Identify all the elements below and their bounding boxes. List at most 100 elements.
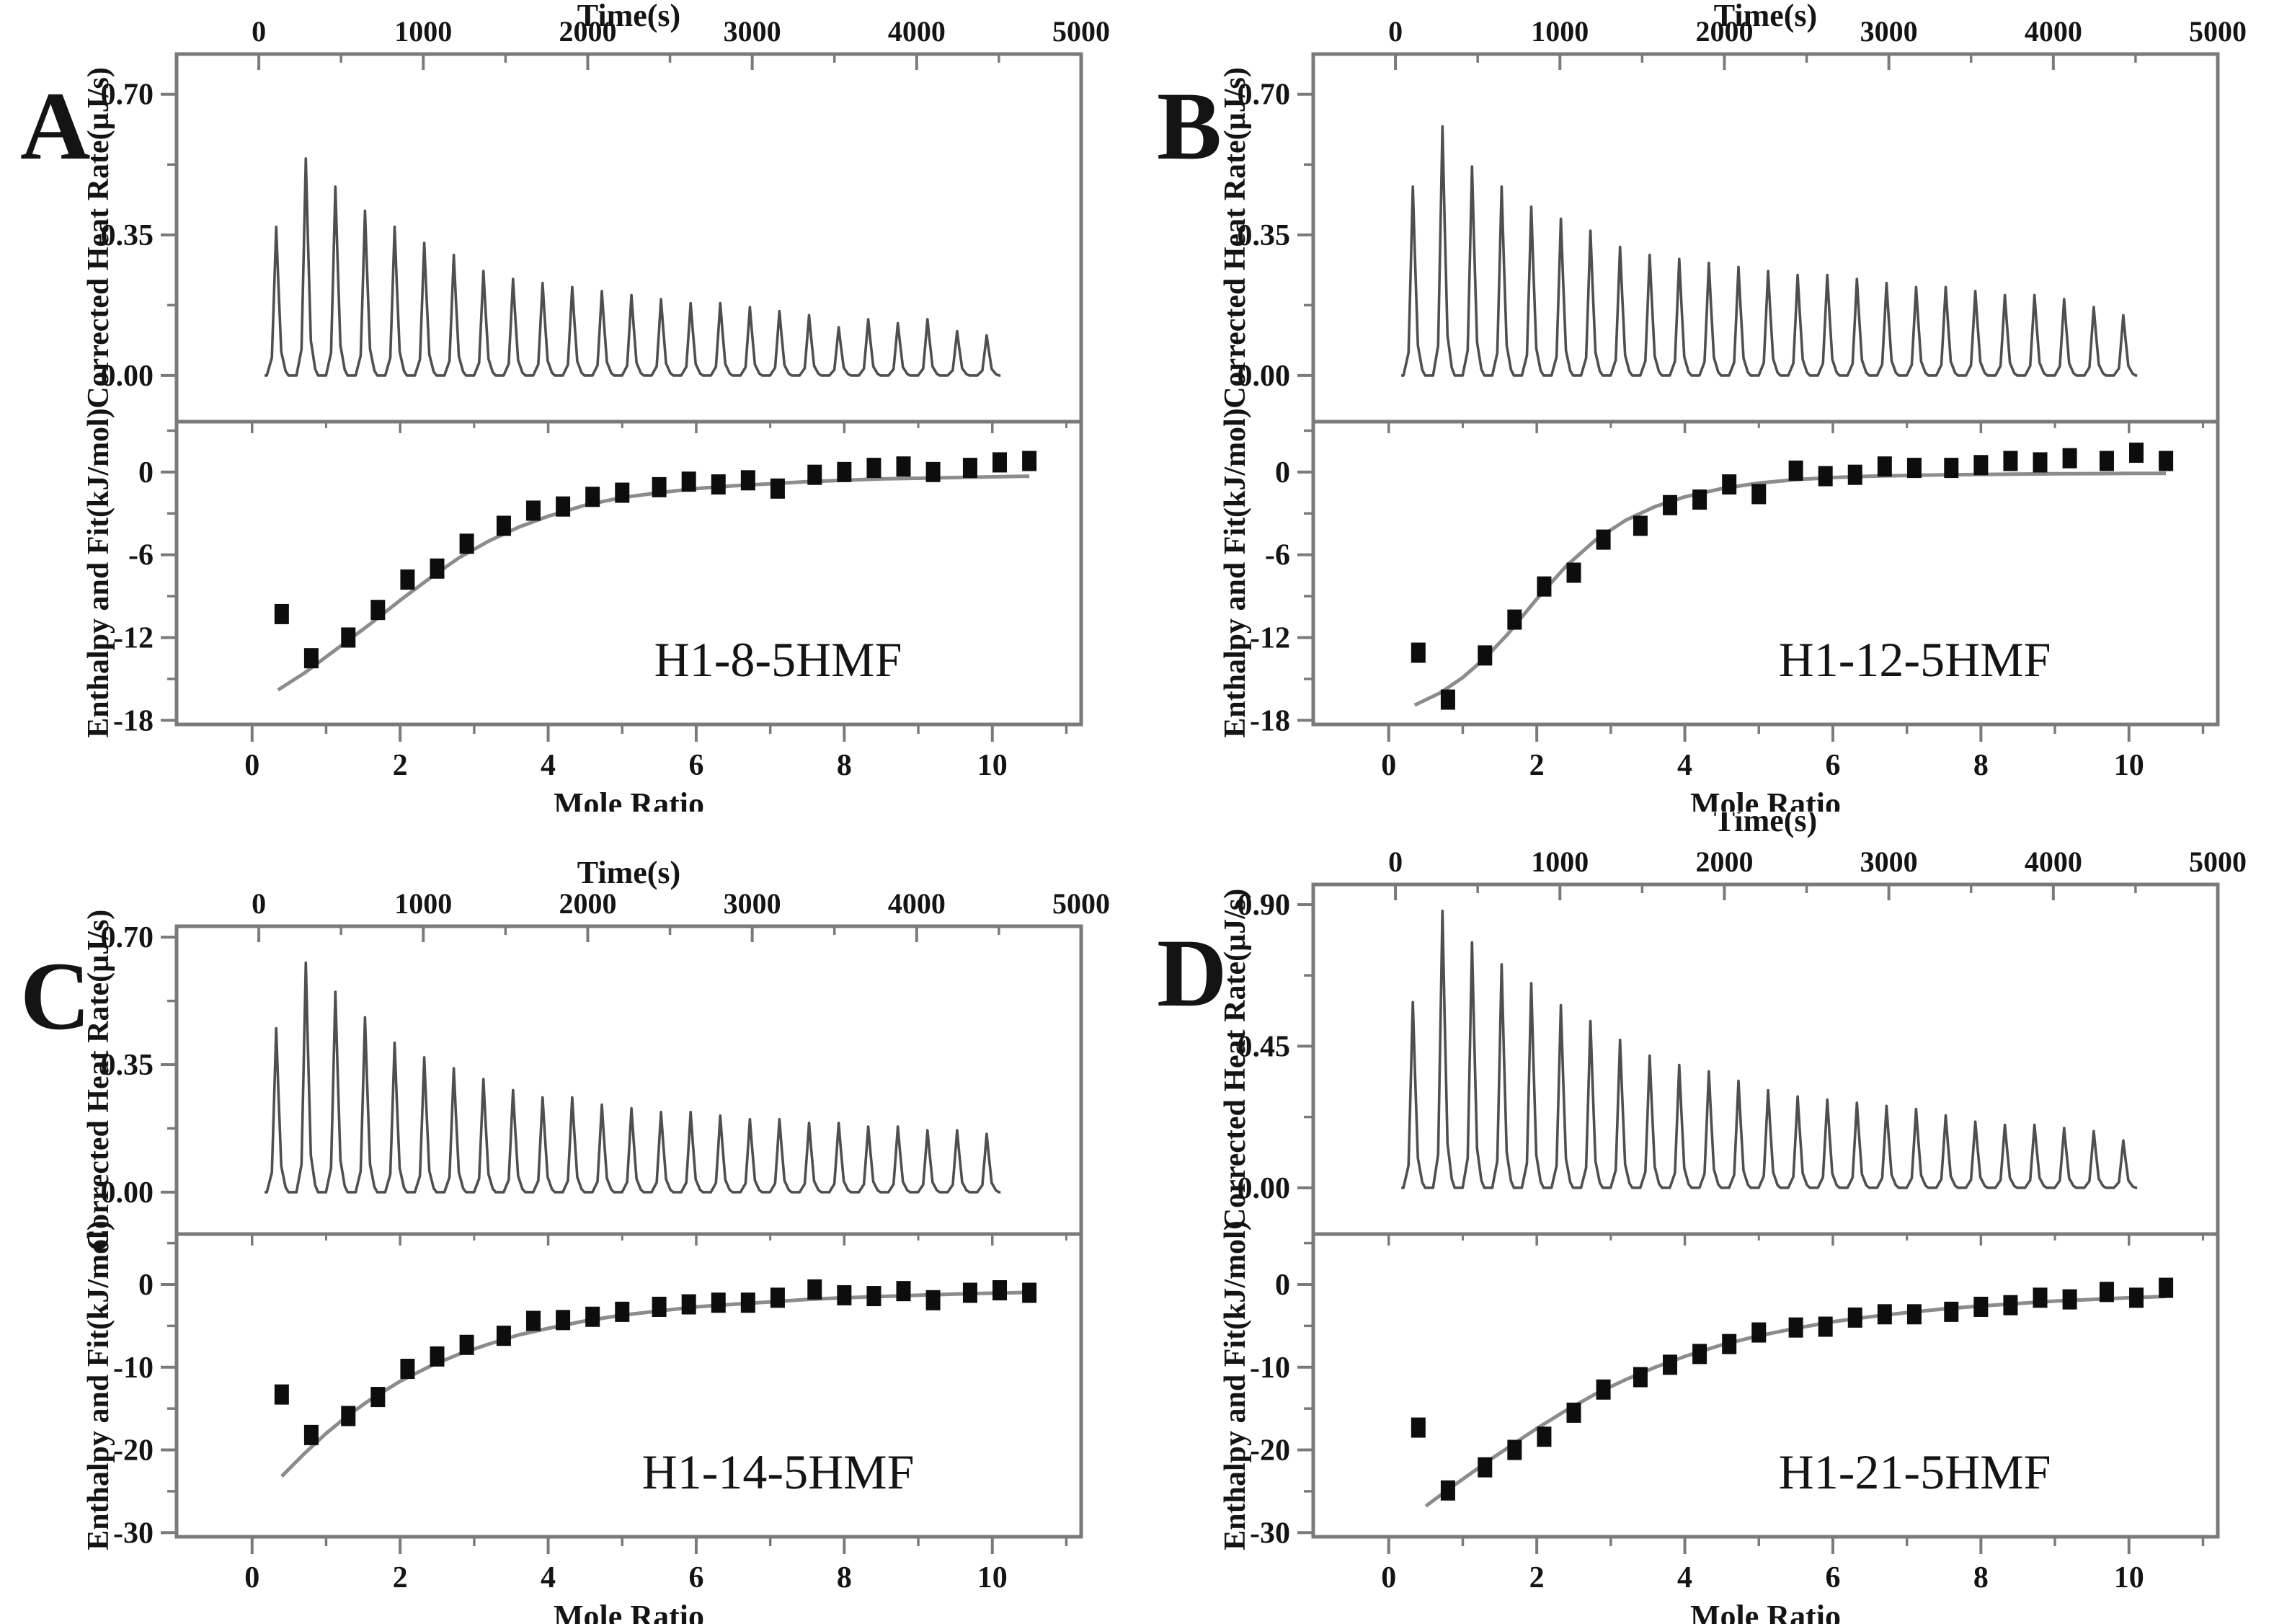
enthalpy-tick-label: 0 xyxy=(138,456,154,489)
mole-ratio-tick-label: 6 xyxy=(688,749,703,782)
mole-ratio-tick-label: 0 xyxy=(244,1561,259,1594)
enthalpy-data-point xyxy=(866,1286,881,1307)
enthalpy-tick-label: -30 xyxy=(1250,1517,1290,1550)
panel-d-chart: 0 1000 2000 3000 4000 5000Time(s)0.900.450.00… xyxy=(1157,812,2247,1624)
enthalpy-data-point xyxy=(1877,1304,1892,1325)
enthalpy-data-point xyxy=(2099,1282,2114,1303)
enthalpy-data-point xyxy=(837,1284,852,1305)
enthalpy-data-point xyxy=(400,569,415,590)
mole-ratio-tick-label: 4 xyxy=(541,749,556,782)
enthalpy-data-point xyxy=(1944,458,1959,479)
heat-rate-tick-label: 0.35 xyxy=(1238,219,1291,252)
enthalpy-data-point xyxy=(615,482,630,503)
enthalpy-tick-label: -18 xyxy=(113,704,154,737)
enthalpy-data-point xyxy=(740,470,755,491)
mole-ratio-tick-label: 6 xyxy=(688,1561,703,1594)
time-tick-label: 5000 xyxy=(2189,15,2247,48)
sample-label: H1-12-5HMF xyxy=(1779,632,2051,687)
enthalpy-data-point xyxy=(459,533,474,554)
enthalpy-data-point xyxy=(400,1359,415,1380)
mole-ratio-tick-label: 2 xyxy=(393,1561,408,1594)
enthalpy-data-point xyxy=(962,1282,977,1303)
time-tick-label: 0 xyxy=(1388,846,1403,878)
heat-rate-tick-label: 0.45 xyxy=(1238,1030,1291,1063)
enthalpy-data-point xyxy=(1566,562,1581,583)
enthalpy-data-point xyxy=(1440,689,1455,710)
enthalpy-data-point xyxy=(681,1294,696,1315)
enthalpy-data-point xyxy=(2129,443,2144,463)
enthalpy-data-point xyxy=(341,1406,356,1426)
sample-label: H1-8-5HMF xyxy=(654,632,902,687)
panel-c-chart: 0 1000 2000 3000 4000 5000Time(s)0.700.350.00… xyxy=(20,855,1110,1624)
enthalpy-data-point xyxy=(1877,456,1892,477)
enthalpy-data-point xyxy=(2003,451,2018,471)
time-tick-label: 5000 xyxy=(1052,15,1110,48)
time-tick-label: 3000 xyxy=(724,15,781,48)
enthalpy-plot-box xyxy=(1311,420,2220,727)
enthalpy-data-point xyxy=(1633,515,1648,536)
mole-ratio-tick-label: 2 xyxy=(1529,749,1545,782)
enthalpy-data-point xyxy=(1906,458,1922,479)
enthalpy-data-point xyxy=(459,1334,474,1355)
enthalpy-data-point xyxy=(1440,1480,1455,1501)
time-tick-label: 4000 xyxy=(888,887,946,920)
enthalpy-data-point xyxy=(711,1292,726,1313)
enthalpy-data-point xyxy=(526,1310,541,1331)
enthalpy-data-point xyxy=(303,648,319,669)
mole-ratio-tick-label: 8 xyxy=(1973,749,1989,782)
enthalpy-data-point xyxy=(274,1384,289,1405)
time-axis-title: Time(s) xyxy=(577,0,680,33)
enthalpy-tick-label: -6 xyxy=(128,539,154,572)
panel-letter: C xyxy=(20,943,91,1050)
enthalpy-data-point xyxy=(274,603,289,624)
enthalpy-axis-title: Enthalpy and Fit(kJ/mol) xyxy=(82,1220,115,1550)
enthalpy-data-point xyxy=(585,1306,600,1327)
time-axis-title: Time(s) xyxy=(1714,0,1817,33)
time-tick-label: 3000 xyxy=(1860,846,1918,878)
time-tick-label: 2000 xyxy=(559,887,616,920)
binding-fit-line xyxy=(280,1290,1030,1478)
enthalpy-data-point xyxy=(1906,1304,1922,1325)
enthalpy-tick-label: -6 xyxy=(1265,539,1290,572)
enthalpy-data-point xyxy=(1692,489,1707,510)
enthalpy-data-point xyxy=(1847,1307,1862,1328)
enthalpy-data-point xyxy=(1022,1282,1037,1303)
enthalpy-data-point xyxy=(430,1346,445,1367)
time-tick-label: 0 xyxy=(252,15,266,48)
enthalpy-axis-title: Enthalpy and Fit(kJ/mol) xyxy=(82,408,115,737)
thermogram-trace xyxy=(1401,909,2138,1189)
enthalpy-data-point xyxy=(681,471,696,492)
enthalpy-tick-label: -18 xyxy=(1250,704,1290,737)
mole-ratio-tick-label: 10 xyxy=(977,749,1008,782)
enthalpy-data-point xyxy=(1022,451,1037,471)
enthalpy-data-point xyxy=(1818,466,1833,487)
heat-rate-tick-label: 0.90 xyxy=(1238,889,1291,922)
enthalpy-tick-label: -12 xyxy=(1250,621,1290,655)
heat-rate-tick-label: 0.70 xyxy=(1238,79,1291,112)
enthalpy-data-point xyxy=(1478,1457,1493,1478)
enthalpy-data-point xyxy=(770,1287,785,1308)
mole-ratio-tick-label: 4 xyxy=(1677,749,1692,782)
heat-rate-tick-label: 0.35 xyxy=(101,219,154,252)
enthalpy-data-point xyxy=(1663,1354,1678,1375)
time-tick-label: 4000 xyxy=(888,15,946,48)
mole-ratio-tick-label: 2 xyxy=(1529,1561,1545,1594)
heat-rate-axis-title: Corrected Heat Rate(µJ/s) xyxy=(1219,67,1252,409)
heat-rate-tick-label: 0.00 xyxy=(101,360,154,393)
panel-letter: B xyxy=(1157,73,1222,180)
enthalpy-data-point xyxy=(1507,609,1522,630)
enthalpy-plot-box xyxy=(174,1232,1083,1539)
enthalpy-axis-title: Enthalpy and Fit(kJ/mol) xyxy=(1219,408,1252,737)
enthalpy-data-point xyxy=(837,461,852,482)
time-tick-label: 5000 xyxy=(1052,887,1110,920)
heat-rate-tick-label: 0.00 xyxy=(1238,1172,1291,1205)
enthalpy-data-point xyxy=(1692,1344,1707,1365)
panel-b: 0 1000 2000 3000 4000 5000 Time(s) 0.70 0.35 0.00… xyxy=(1137,0,2274,812)
mole-ratio-tick-label: 0 xyxy=(1381,749,1396,782)
enthalpy-data-point xyxy=(526,500,541,521)
enthalpy-data-point xyxy=(925,1290,941,1310)
thermogram-plot-box xyxy=(1311,882,2220,1236)
thermogram-trace xyxy=(1401,125,2138,377)
enthalpy-axis-title: Enthalpy and Fit(kJ/mol) xyxy=(1219,1220,1252,1550)
